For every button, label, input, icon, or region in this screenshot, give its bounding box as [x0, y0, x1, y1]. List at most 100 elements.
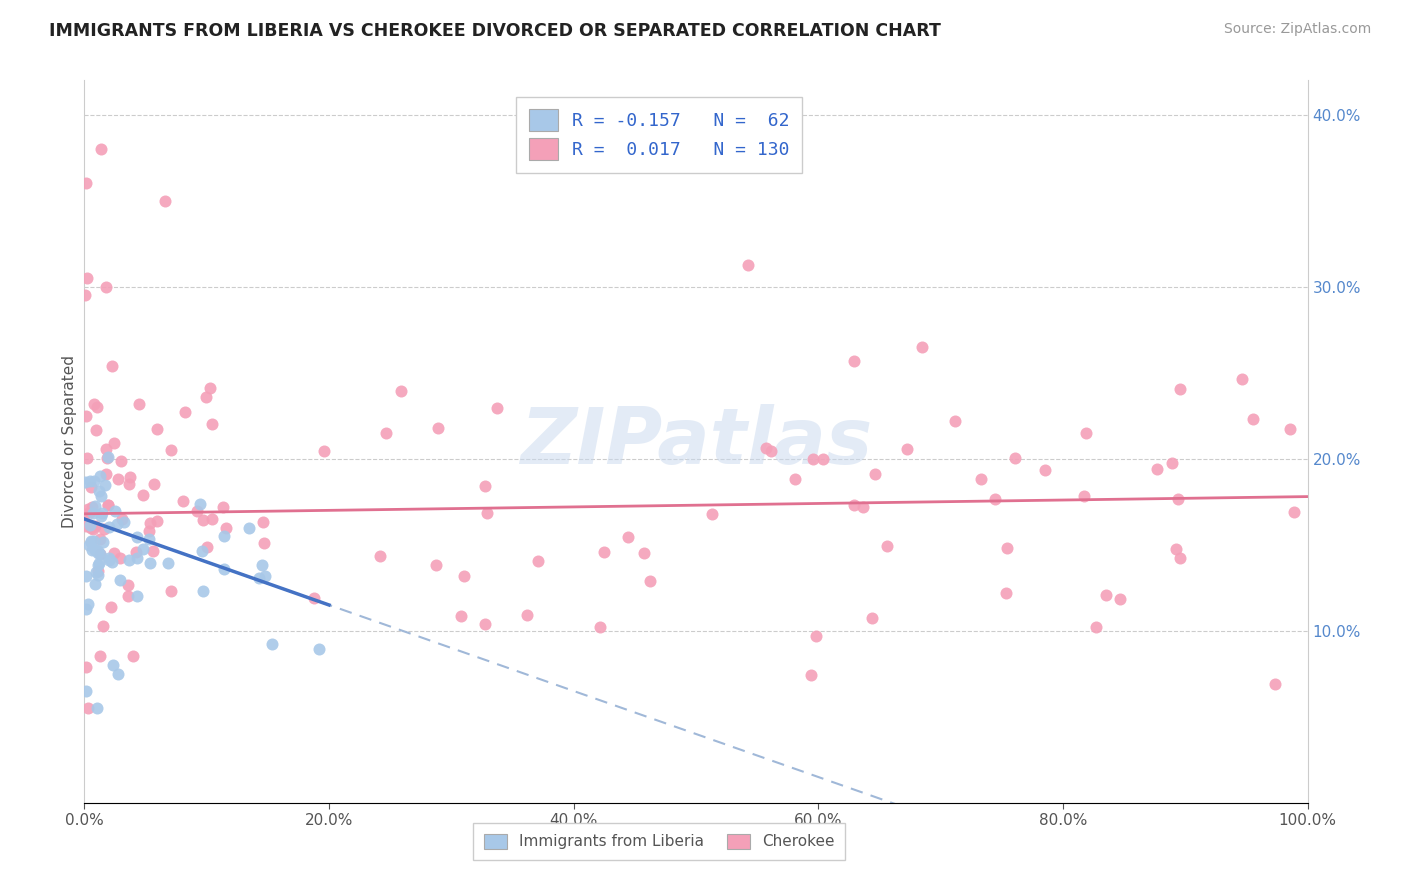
Point [80, 542, 103, 557]
Point [82, 500, 104, 514]
Text: IMMIGRANTS FROM LIBERIA VS CHEROKEE DIVORCED OR SEPARATED CORRELATION CHART: IMMIGRANTS FROM LIBERIA VS CHEROKEE DIVO… [49, 22, 941, 40]
Point [83, 499, 105, 513]
Point [160, 442, 183, 457]
Point [863, 467, 886, 481]
Point [474, 479, 496, 493]
Point [101, 658, 124, 673]
Point [198, 381, 221, 395]
Point [138, 516, 160, 531]
Point [1282, 505, 1305, 519]
Point [995, 541, 1018, 555]
Point [98, 550, 121, 565]
Point [118, 477, 141, 491]
Point [427, 421, 450, 435]
Point [247, 571, 270, 585]
Point [120, 470, 142, 484]
Point [108, 573, 131, 587]
Point [91, 534, 114, 549]
Point [186, 504, 208, 518]
Point [117, 589, 139, 603]
Point [97, 498, 120, 512]
Point [100, 359, 122, 374]
Point [75, 409, 97, 423]
Point [515, 608, 537, 623]
Point [86, 558, 108, 573]
Point [374, 425, 396, 440]
Point [93, 478, 115, 492]
Point [803, 452, 825, 467]
Point [1241, 412, 1264, 426]
Point [811, 451, 834, 466]
Point [238, 521, 260, 535]
Point [97, 498, 120, 512]
Point [143, 477, 166, 491]
Point [125, 530, 148, 544]
Point [191, 543, 214, 558]
Point [110, 454, 132, 468]
Point [93, 522, 115, 536]
Point [761, 444, 783, 458]
Point [146, 514, 169, 528]
Point [138, 524, 160, 538]
Point [79, 505, 101, 519]
Point [260, 636, 283, 650]
Point [450, 608, 472, 623]
Point [253, 536, 276, 550]
Point [475, 506, 498, 520]
Point [638, 574, 661, 588]
Point [76, 271, 98, 285]
Point [75, 569, 97, 583]
Point [132, 541, 155, 556]
Point [984, 491, 1007, 506]
Point [107, 666, 129, 681]
Point [1109, 591, 1132, 606]
Point [87, 564, 110, 578]
Point [1095, 588, 1118, 602]
Point [110, 551, 132, 566]
Point [90, 508, 112, 523]
Point [211, 500, 233, 514]
Point [304, 591, 326, 605]
Point [252, 515, 274, 529]
Point [76, 450, 98, 465]
Point [1264, 677, 1286, 691]
Point [103, 435, 125, 450]
Point [389, 384, 412, 398]
Point [89, 547, 111, 561]
Point [84, 565, 107, 579]
Point [191, 513, 214, 527]
Point [111, 512, 134, 526]
Point [842, 499, 865, 513]
Point [214, 528, 236, 542]
Point [1167, 492, 1189, 507]
Point [128, 397, 150, 411]
Point [75, 601, 97, 615]
Point [201, 512, 224, 526]
Point [195, 541, 218, 555]
Point [132, 488, 155, 502]
Point [139, 556, 162, 570]
Point [215, 521, 238, 535]
Point [1278, 422, 1301, 436]
Point [76, 701, 98, 715]
Point [89, 556, 111, 570]
Point [75, 684, 97, 698]
Point [1168, 382, 1191, 396]
Point [702, 507, 724, 521]
Point [89, 532, 111, 546]
Point [1085, 620, 1108, 634]
Point [83, 543, 105, 558]
Point [79, 474, 101, 488]
Y-axis label: Divorced or Separated: Divorced or Separated [62, 355, 77, 528]
Point [1168, 550, 1191, 565]
Point [188, 497, 211, 511]
Point [1230, 372, 1253, 386]
Text: Source: ZipAtlas.com: Source: ZipAtlas.com [1223, 22, 1371, 37]
Point [250, 558, 273, 572]
Point [117, 578, 139, 592]
Point [73, 475, 96, 489]
Point [370, 549, 392, 563]
Point [89, 548, 111, 562]
Point [969, 472, 991, 486]
Point [86, 701, 108, 715]
